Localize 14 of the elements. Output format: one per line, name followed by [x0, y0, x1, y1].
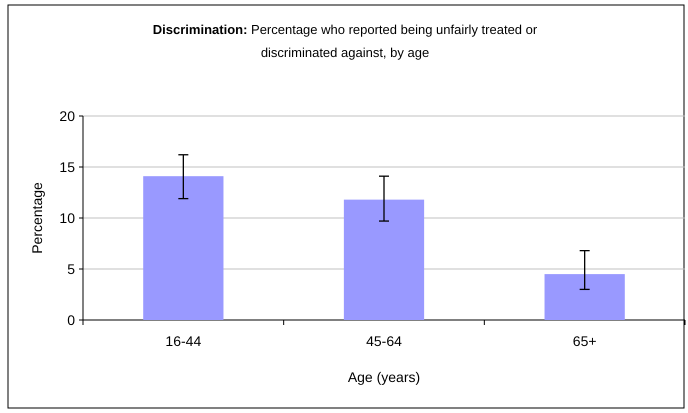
- y-tick-label: 10: [59, 210, 76, 226]
- x-tick-label: 65+: [572, 333, 597, 349]
- bar: [143, 176, 224, 320]
- y-tick-label: 0: [67, 312, 76, 328]
- x-tick-label: 45-64: [366, 333, 402, 349]
- x-tick-label: 16-44: [165, 333, 202, 349]
- y-tick-label: 20: [59, 108, 76, 124]
- x-axis-title: Age (years): [348, 369, 420, 385]
- bar: [544, 274, 625, 320]
- y-axis-title: Percentage: [29, 182, 45, 254]
- y-tick-label: 15: [59, 159, 76, 175]
- bar: [344, 200, 424, 320]
- y-tick-label: 5: [67, 261, 76, 277]
- chart-title: Discrimination: Percentage who reported being unfairly treated or discriminated against, by age: [152, 22, 538, 60]
